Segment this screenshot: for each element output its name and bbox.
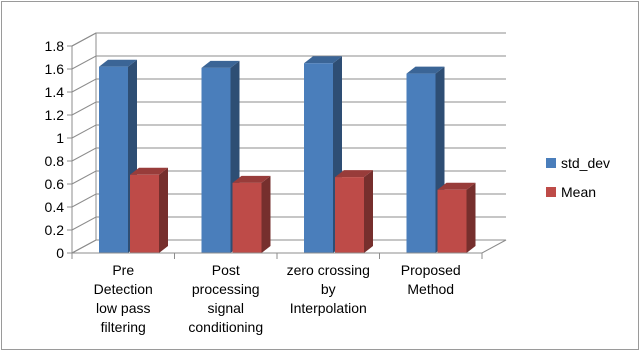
x-category-label-line: processing bbox=[192, 281, 260, 297]
y-tick-label: 1.2 bbox=[45, 107, 65, 123]
gridline bbox=[71, 32, 506, 47]
bar-top bbox=[232, 175, 271, 183]
bar-front bbox=[406, 73, 436, 253]
y-tick-label: 1.8 bbox=[45, 38, 65, 54]
x-category-label-line: low pass bbox=[96, 300, 150, 316]
y-tick-label: 1.6 bbox=[45, 61, 65, 77]
bar-top bbox=[130, 167, 168, 175]
x-category-label-line: Proposed bbox=[401, 262, 461, 278]
bar-mean bbox=[335, 170, 373, 253]
bar-top bbox=[406, 66, 445, 74]
bar-front bbox=[130, 174, 159, 253]
x-category-label: Pre Detection low pass filtering bbox=[94, 262, 153, 335]
y-tick-label: 0.4 bbox=[45, 199, 65, 215]
y-tick-label: 0 bbox=[56, 245, 64, 261]
bar-top bbox=[304, 56, 342, 64]
x-category-label-line: Pre bbox=[112, 262, 134, 278]
bar-mean bbox=[130, 167, 168, 253]
bar-side bbox=[261, 175, 271, 253]
bar-mean bbox=[437, 182, 476, 253]
y-tick-label: 0.8 bbox=[45, 153, 65, 169]
gridline bbox=[71, 124, 506, 139]
legend: std_dev Mean bbox=[546, 155, 610, 200]
bar-front bbox=[437, 189, 467, 253]
y-tick-label: 0.2 bbox=[45, 222, 65, 238]
x-category-label-line: zero crossing bbox=[287, 262, 370, 278]
x-category-label-line: Method bbox=[407, 281, 454, 297]
bar-side bbox=[159, 167, 168, 253]
bar-front bbox=[99, 66, 128, 253]
bar-top bbox=[201, 60, 240, 68]
x-category-label: zero crossing by Interpolation bbox=[287, 262, 370, 316]
x-category-label: Proposed Method bbox=[401, 262, 461, 297]
gridline bbox=[71, 78, 506, 93]
bar-top bbox=[437, 182, 476, 190]
y-tick-label: 1.4 bbox=[45, 84, 65, 100]
x-category-label-line: signal bbox=[207, 300, 244, 316]
gridline bbox=[71, 147, 506, 162]
legend-swatch bbox=[546, 158, 556, 168]
bar-front bbox=[201, 67, 231, 253]
bar-front bbox=[304, 63, 333, 253]
bars bbox=[99, 56, 476, 254]
gridline bbox=[71, 55, 506, 70]
bar-mean bbox=[232, 175, 271, 253]
y-tick-label: 0.6 bbox=[45, 176, 65, 192]
y-tick-label: 1 bbox=[56, 130, 64, 146]
x-category-label-line: Interpolation bbox=[290, 300, 367, 316]
legend-label: std_dev bbox=[561, 155, 610, 171]
y-axis: 0 0.2 0.4 0.6 0.8 1 1.2 1.4 1.6 1.8 bbox=[45, 38, 73, 261]
x-category-label-line: conditioning bbox=[188, 319, 263, 335]
legend-label: Mean bbox=[561, 184, 596, 200]
x-category-label-line: Post bbox=[212, 262, 240, 278]
x-category-label: Post processing signal conditioning bbox=[188, 262, 263, 335]
bar-top bbox=[99, 59, 137, 67]
x-axis: Pre Detection low pass filtering Post process… bbox=[71, 252, 483, 335]
back-wall-top bbox=[71, 32, 506, 47]
legend-swatch bbox=[546, 187, 556, 197]
bar-front bbox=[335, 177, 364, 253]
x-category-label-line: filtering bbox=[101, 319, 146, 335]
x-category-label-line: Detection bbox=[94, 281, 153, 297]
bar-side bbox=[364, 170, 373, 253]
x-category-label-line: by bbox=[321, 281, 336, 297]
bar-side bbox=[466, 182, 476, 253]
bar-front bbox=[232, 182, 262, 253]
bar-top bbox=[335, 170, 373, 178]
gridline bbox=[71, 101, 506, 116]
